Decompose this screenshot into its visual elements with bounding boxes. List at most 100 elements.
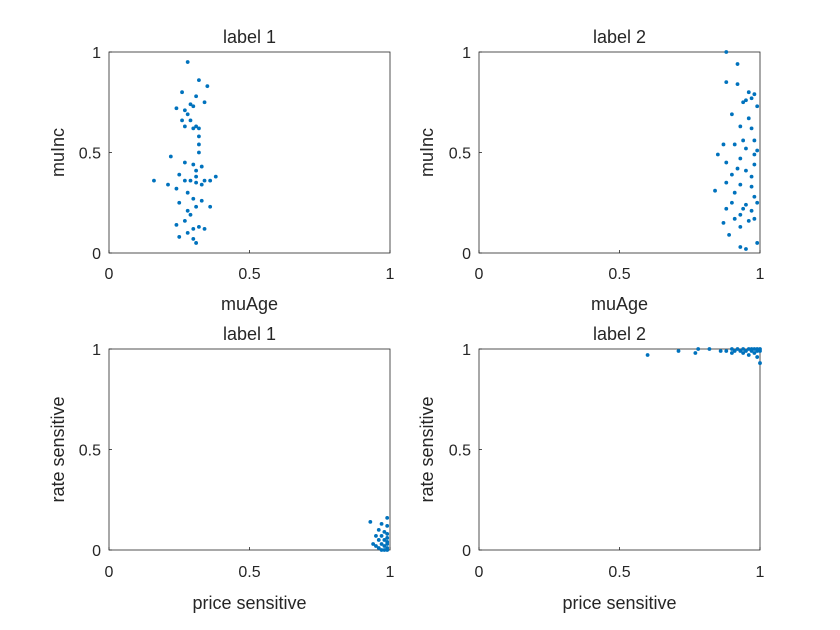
- subplot-3-axes: [108, 348, 391, 551]
- subplot-2-point-30: [738, 182, 743, 187]
- subplot-4-point-24: [758, 347, 762, 351]
- subplot-3-point-2: [379, 521, 384, 526]
- subplot-3-point-6: [385, 532, 390, 536]
- subplot-1-x-tick-label-1: 0.5: [238, 266, 260, 283]
- subplot-2-point-4: [746, 90, 751, 95]
- subplot-3-point-11: [382, 538, 387, 542]
- subplot-1-axes: [108, 51, 391, 254]
- subplot-2-point-16: [732, 142, 737, 147]
- subplot-3-y-label: rate sensitive: [48, 396, 68, 502]
- subplot-1-point-27: [213, 174, 218, 179]
- subplot-3-y-tick-label-1: 0.5: [79, 443, 101, 460]
- subplot-1-point-35: [199, 182, 204, 187]
- subplot-2-point-45: [721, 220, 726, 225]
- subplot-2-point-33: [732, 190, 737, 195]
- subplot-4-point-10: [735, 347, 740, 351]
- subplot-1-point-46: [174, 222, 179, 227]
- subplot-1-point-9: [182, 108, 187, 113]
- subplot-1-point-32: [208, 178, 213, 183]
- subplot-2-point-22: [738, 156, 743, 161]
- subplot-4-point-19: [752, 351, 757, 355]
- subplot-1-point-10: [185, 112, 190, 117]
- subplot-1-point-42: [208, 204, 213, 209]
- subplot-1-point-44: [182, 218, 187, 223]
- subplot-3-x-tick-label-1: 0.5: [238, 564, 260, 581]
- subplot-1: label 1 muAge muInc 0 0.5 1 0 0.5 1: [48, 27, 395, 314]
- subplot-2-point-31: [749, 184, 754, 189]
- subplot-3-point-15: [385, 542, 390, 546]
- subplot-3-point-9: [385, 536, 390, 540]
- subplot-1-point-22: [191, 162, 196, 167]
- subplot-2-point-48: [755, 241, 760, 245]
- subplot-2-point-36: [744, 202, 748, 207]
- subplot-3-y-tick-label-0: 0: [92, 543, 101, 560]
- subplot-1-point-2: [205, 84, 210, 89]
- subplot-3-x-label: price sensitive: [192, 593, 306, 613]
- subplot-3-point-19: [376, 546, 381, 550]
- subplot-3-point-5: [382, 530, 387, 534]
- subplot-1-point-33: [194, 180, 199, 185]
- subplot-2-y-tick-label-2: 1: [462, 45, 471, 62]
- subplot-3-point-16: [374, 544, 378, 548]
- subplot-3-point-8: [379, 534, 384, 538]
- subplot-4-point-0: [645, 353, 650, 357]
- subplot-2-title: label 2: [593, 27, 646, 47]
- subplot-1-point-31: [202, 178, 207, 183]
- subplot-2-points: [713, 50, 760, 251]
- subplot-4-point-13: [741, 347, 746, 351]
- subplot-1-point-13: [194, 124, 199, 129]
- subplot-4-point-9: [732, 349, 737, 353]
- subplot-2-point-21: [715, 152, 720, 157]
- subplot-4-x-label: price sensitive: [562, 593, 676, 613]
- subplot-1-point-53: [194, 241, 199, 245]
- subplot-3-point-3: [385, 523, 390, 528]
- subplot-1-point-52: [191, 237, 196, 241]
- subplot-2-point-2: [724, 80, 729, 85]
- subplot-2-y-tick-label-1: 0.5: [449, 146, 471, 163]
- subplot-2-point-1: [735, 62, 740, 66]
- subplot-2-point-40: [749, 208, 754, 213]
- subplot-2-point-6: [749, 96, 754, 101]
- subplot-2-point-15: [741, 138, 746, 143]
- subplot-4: label 2 price sensitive rate sensitive 0…: [417, 324, 765, 613]
- subplot-4-point-2: [693, 351, 698, 355]
- subplot-2-point-14: [752, 138, 757, 143]
- subplot-1-point-6: [202, 100, 207, 105]
- subplot-1-point-8: [191, 104, 196, 109]
- subplot-2-point-50: [744, 247, 748, 251]
- subplot-1-point-21: [182, 160, 187, 165]
- subplot-4-point-26: [758, 361, 762, 365]
- subplot-4-x-tick-label-2: 1: [756, 564, 765, 581]
- subplot-1-x-tick-label-0: 0: [105, 266, 114, 283]
- subplot-4-x-tick-label-1: 0.5: [608, 564, 630, 581]
- subplot-4-points: [645, 347, 762, 365]
- subplot-1-point-29: [182, 178, 187, 183]
- subplot-3-x-tick-label-0: 0: [105, 564, 114, 581]
- subplot-2-point-37: [755, 200, 760, 205]
- subplot-2-point-8: [741, 100, 746, 105]
- subplot-3: label 1 price sensitive rate sensitive 0…: [48, 324, 395, 613]
- subplot-2-point-34: [752, 194, 757, 199]
- subplot-2-point-32: [713, 188, 717, 193]
- subplot-1-y-tick-label-1: 0.5: [79, 146, 101, 163]
- subplot-4-point-5: [718, 349, 723, 353]
- subplot-2-point-47: [727, 233, 731, 237]
- subplot-2-point-20: [752, 152, 757, 157]
- subplot-2-x-label: muAge: [591, 294, 648, 314]
- subplot-4-point-3: [696, 347, 701, 351]
- subplot-4-title: label 2: [593, 324, 646, 344]
- subplot-1-x-tick-label-2: 1: [386, 266, 395, 283]
- subplot-2-point-38: [741, 206, 746, 211]
- subplot-4-point-16: [746, 353, 751, 357]
- subplot-2-point-46: [738, 224, 743, 229]
- subplot-1-point-36: [174, 186, 179, 191]
- subplot-2-point-24: [752, 162, 757, 167]
- subplot-2-point-18: [744, 146, 748, 151]
- subplot-1-point-24: [194, 168, 199, 173]
- subplot-4-y-label: rate sensitive: [417, 396, 437, 502]
- subplot-2-y-tick-label-0: 0: [462, 246, 471, 263]
- subplot-4-point-14: [744, 349, 748, 353]
- subplot-2-point-26: [744, 168, 748, 173]
- subplot-1-point-23: [199, 164, 204, 169]
